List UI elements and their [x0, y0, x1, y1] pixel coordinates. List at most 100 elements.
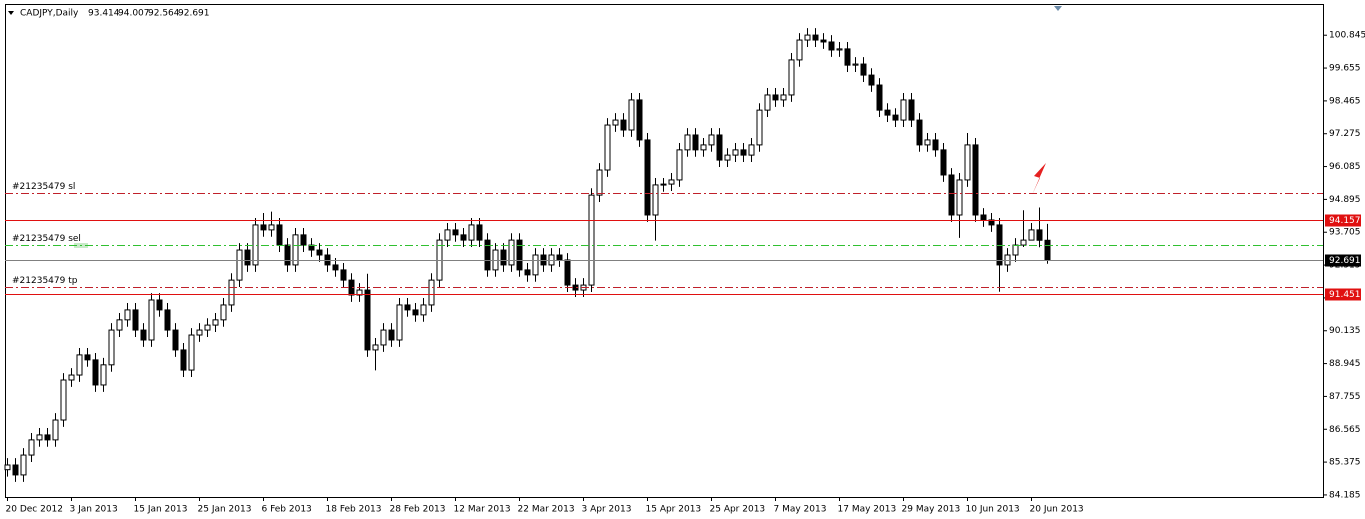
- candle-body: [364, 289, 371, 351]
- level-name: #21235479 tp: [12, 276, 78, 286]
- candle-body: [1036, 229, 1043, 241]
- candle-body: [260, 224, 267, 231]
- candle-body: [1012, 244, 1019, 256]
- candle-body: [468, 224, 475, 241]
- price-label: 91.451: [1329, 290, 1361, 300]
- high: 94.007: [118, 9, 150, 19]
- candle-body: [84, 354, 91, 361]
- candle-body: [196, 329, 203, 336]
- candle-body: [212, 319, 219, 326]
- candle-body: [732, 149, 739, 156]
- candle-body: [692, 134, 699, 151]
- candle-body: [604, 124, 611, 171]
- candle-body: [100, 364, 107, 386]
- candle-body: [180, 349, 187, 371]
- candle-body: [916, 119, 923, 146]
- x-tick-label: 25 Jan 2013: [198, 505, 252, 515]
- level-name: #21235479 sl: [12, 182, 75, 192]
- price-box: [1325, 288, 1361, 301]
- candle-body: [756, 109, 763, 146]
- candle-body: [748, 144, 755, 156]
- candle-body: [716, 134, 723, 161]
- candle-body: [628, 99, 635, 131]
- candle-body: [204, 324, 211, 331]
- candle-body: [812, 34, 819, 41]
- candle-body: [996, 224, 1003, 266]
- candle-body: [420, 304, 427, 316]
- x-tick-label: 12 Mar 2013: [454, 505, 511, 515]
- candle-body: [676, 149, 683, 181]
- close: 92.691: [178, 9, 210, 19]
- candle-body: [20, 454, 27, 476]
- candle-body: [836, 48, 843, 51]
- candle-body: [660, 183, 667, 186]
- candle-body: [188, 334, 195, 371]
- y-tick-label: 96.085: [1329, 162, 1361, 172]
- candle-body: [780, 94, 787, 101]
- candle-body: [932, 139, 939, 151]
- candle-body: [156, 299, 163, 311]
- candle-body: [844, 48, 851, 66]
- candle-body: [164, 309, 171, 331]
- y-tick-label: 87.755: [1329, 392, 1361, 402]
- candle-body: [1020, 239, 1027, 246]
- candle-body: [292, 234, 299, 266]
- shift-marker: [1054, 6, 1062, 11]
- candle-body: [228, 279, 235, 306]
- x-tick-label: 28 Feb 2013: [390, 505, 446, 515]
- candle-body: [284, 244, 291, 266]
- candle-body: [684, 134, 691, 151]
- candle-body: [900, 99, 907, 121]
- candle-body: [388, 329, 395, 341]
- arrow-annotation: [1032, 163, 1046, 195]
- candle-body: [908, 99, 915, 121]
- x-tick-label: 7 May 2013: [774, 505, 827, 515]
- candle-body: [28, 439, 35, 456]
- y-tick-label: 90.135: [1329, 326, 1361, 336]
- candle-body: [708, 134, 715, 146]
- candle-body: [1028, 229, 1035, 241]
- x-tick-label: 10 Jun 2013: [966, 505, 1020, 515]
- symbol: CADJPY,Daily: [20, 9, 79, 19]
- candle-body: [860, 63, 867, 76]
- candle-body: [804, 34, 811, 41]
- candle-body: [644, 139, 651, 216]
- candle-body: [972, 144, 979, 216]
- candle-body: [244, 249, 251, 266]
- candle-body: [700, 144, 707, 151]
- candle-body: [772, 94, 779, 101]
- x-tick-label: 29 May 2013: [902, 505, 961, 515]
- candle-body: [300, 234, 307, 246]
- candle-body: [788, 59, 795, 96]
- candle-body: [636, 99, 643, 141]
- y-tick-label: 98.465: [1329, 96, 1361, 106]
- y-tick-label: 86.565: [1329, 425, 1361, 435]
- candle-body: [428, 279, 435, 306]
- candle-body: [36, 434, 43, 441]
- x-tick-label: 3 Apr 2013: [582, 505, 632, 515]
- x-tick-label: 25 Apr 2013: [710, 505, 766, 515]
- candle-body: [52, 419, 59, 441]
- candle-body: [396, 304, 403, 341]
- candle-body: [548, 254, 555, 266]
- candle-body: [796, 39, 803, 61]
- candle-body: [116, 319, 123, 331]
- candle-body: [356, 289, 363, 296]
- x-tick-label: 17 May 2013: [838, 505, 897, 515]
- candle-body: [476, 224, 483, 241]
- candle-body: [316, 249, 323, 256]
- candle-body: [412, 309, 419, 316]
- candle-body: [268, 224, 275, 231]
- price-label: 92.691: [1329, 256, 1361, 266]
- candle-body: [956, 179, 963, 216]
- candle-body: [820, 39, 827, 43]
- candle-body: [620, 119, 627, 131]
- candle-body: [924, 139, 931, 146]
- candle-body: [404, 304, 411, 311]
- candle-body: [524, 269, 531, 276]
- candle-body: [12, 464, 19, 476]
- candle-body: [740, 149, 747, 156]
- candle-body: [948, 174, 955, 216]
